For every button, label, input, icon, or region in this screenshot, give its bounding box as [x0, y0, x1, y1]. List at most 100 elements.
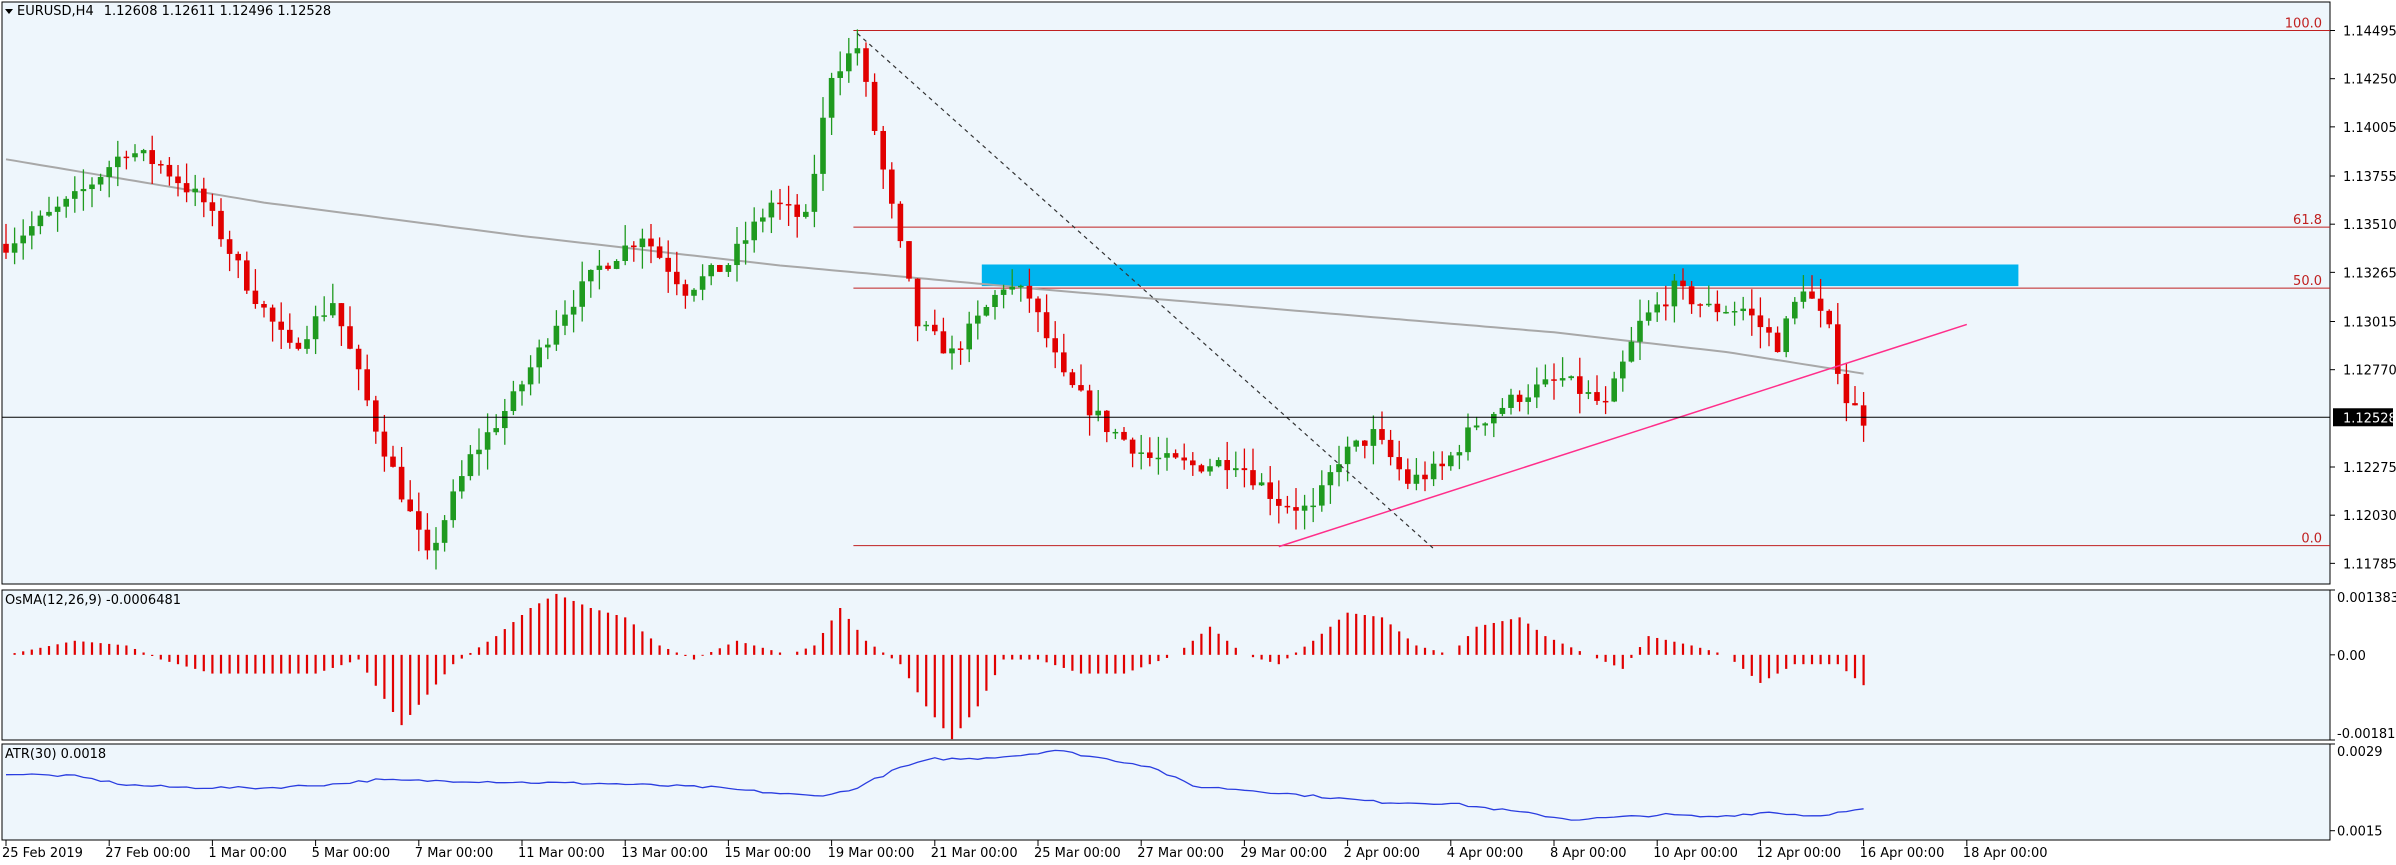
- bearish-candle: [665, 257, 671, 272]
- bearish-candle: [1121, 431, 1127, 440]
- bearish-candle: [777, 202, 783, 205]
- bearish-candle: [158, 164, 164, 166]
- bullish-candle: [1336, 464, 1342, 473]
- time-tick-label: 25 Mar 00:00: [1034, 846, 1121, 861]
- bearish-candle: [218, 210, 224, 240]
- bearish-candle: [252, 290, 259, 305]
- fib-level-label: 100.0: [2285, 17, 2322, 32]
- bullish-candle: [923, 324, 929, 327]
- current-price-label: 1.12528: [2333, 408, 2396, 427]
- bullish-candle: [433, 542, 439, 551]
- bullish-candle: [115, 156, 121, 168]
- bullish-candle: [1258, 482, 1265, 486]
- time-tick-label: 21 Mar 00:00: [931, 846, 1018, 861]
- bullish-candle: [321, 315, 327, 317]
- dashed-trendline[interactable]: [857, 33, 1434, 550]
- bullish-candle: [596, 265, 603, 270]
- bearish-candle: [1052, 338, 1058, 353]
- bullish-candle: [312, 316, 319, 340]
- time-tick-label: 13 Mar 00:00: [621, 846, 708, 861]
- bearish-candle: [889, 169, 895, 204]
- bullish-candle: [1009, 286, 1015, 290]
- bearish-candle: [1680, 280, 1686, 287]
- bearish-candle: [1714, 303, 1721, 313]
- time-tick-label: 4 Apr 00:00: [1447, 846, 1524, 861]
- bearish-candle: [201, 188, 207, 203]
- bullish-candle: [1620, 361, 1626, 379]
- bullish-candle: [140, 150, 147, 154]
- bullish-candle: [570, 306, 577, 315]
- bearish-candle: [1293, 507, 1299, 511]
- bearish-candle: [1860, 405, 1867, 426]
- bullish-candle: [132, 153, 138, 158]
- time-tick-label: 18 Apr 00:00: [1963, 846, 2048, 861]
- collapse-triangle-icon[interactable]: [5, 9, 13, 14]
- price-tick-label: 1.12275: [2343, 461, 2396, 476]
- bullish-candle: [742, 240, 749, 244]
- bearish-candle: [1387, 439, 1394, 458]
- atr-tick-label: 0.0029: [2337, 745, 2383, 760]
- bearish-candle: [373, 400, 379, 432]
- bearish-candle: [416, 511, 422, 530]
- bullish-candle: [1706, 303, 1712, 306]
- symbol-title: EURUSD,H4 1.12608 1.12611 1.12496 1.12528: [17, 4, 331, 19]
- fib-level-label: 61.8: [2293, 213, 2322, 228]
- bearish-candle: [631, 245, 637, 248]
- bearish-candle: [407, 499, 413, 512]
- resistance-zone[interactable]: [981, 264, 2019, 287]
- bearish-candle: [1809, 291, 1815, 299]
- bearish-candle: [1826, 310, 1832, 325]
- time-tick-label: 2 Apr 00:00: [1344, 846, 1421, 861]
- bearish-candle: [1396, 457, 1402, 470]
- time-tick-label: 1 Mar 00:00: [208, 846, 287, 861]
- bearish-candle: [1843, 373, 1850, 404]
- bullish-candle: [1585, 392, 1592, 394]
- bullish-candle: [613, 261, 620, 269]
- bearish-candle: [1181, 457, 1187, 461]
- bullish-candle: [1112, 431, 1119, 434]
- bearish-candle: [1267, 482, 1273, 499]
- bullish-candle: [1671, 280, 1678, 307]
- fibonacci-retracement[interactable]: 100.0 61.8 50.0 0.0: [853, 17, 2330, 547]
- bullish-candle: [63, 198, 69, 207]
- bearish-candle: [226, 239, 233, 254]
- bearish-candle: [1766, 327, 1772, 333]
- bullish-candle: [803, 211, 809, 217]
- bullish-candle: [1491, 413, 1497, 424]
- bullish-candle: [192, 188, 198, 193]
- bearish-candle: [381, 431, 388, 457]
- bullish-candle: [699, 276, 706, 290]
- bullish-candle: [527, 367, 534, 385]
- atr-line: [5, 749, 1864, 821]
- time-tick-label: 15 Mar 00:00: [724, 846, 811, 861]
- bearish-candle: [1035, 298, 1041, 313]
- time-tick-label: 27 Mar 00:00: [1137, 846, 1224, 861]
- bearish-candle: [1061, 352, 1067, 373]
- price-tick-label: 1.14005: [2343, 121, 2396, 136]
- bullish-candle: [1628, 341, 1635, 362]
- bearish-candle: [175, 176, 181, 184]
- bullish-candle: [459, 476, 465, 492]
- bearish-candle: [244, 260, 250, 291]
- bullish-candle: [1465, 427, 1471, 453]
- candlesticks: [3, 29, 1867, 570]
- bullish-candle: [639, 238, 646, 248]
- bullish-candle: [760, 217, 766, 222]
- time-tick-label: 25 Feb 2019: [2, 846, 83, 861]
- bearish-candle: [1276, 498, 1282, 506]
- bullish-candle: [1645, 312, 1652, 321]
- ascending-trendline[interactable]: [1278, 323, 1968, 548]
- bullish-candle: [54, 206, 61, 212]
- bearish-candle: [906, 241, 912, 279]
- bullish-candle: [89, 184, 95, 190]
- bearish-candle: [794, 204, 800, 217]
- bearish-candle: [1198, 465, 1205, 472]
- bearish-candle: [1594, 392, 1600, 401]
- bearish-candle: [390, 456, 396, 467]
- bearish-candle: [871, 81, 878, 131]
- bullish-candle: [846, 53, 852, 72]
- osma-tick-label: -0.0018179: [2337, 727, 2396, 742]
- osma-histogram: [13, 593, 1865, 740]
- bearish-candle: [1439, 463, 1445, 467]
